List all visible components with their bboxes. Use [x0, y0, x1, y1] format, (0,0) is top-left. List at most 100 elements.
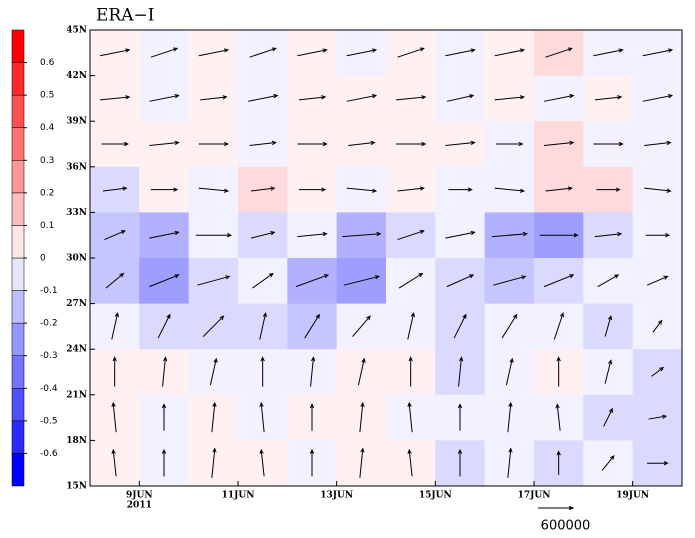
wind-vector: [149, 274, 180, 288]
wind-vector: [111, 312, 119, 340]
colorbar-swatch: [11, 453, 25, 487]
wind-vector: [453, 313, 467, 339]
chart-title: ERA−I: [96, 6, 154, 26]
colorbar-label: 0.2: [40, 188, 54, 198]
x-tick-label: 13JUN: [320, 491, 353, 501]
colorbar-label: 0.4: [40, 123, 55, 133]
wind-vector: [112, 356, 117, 387]
colorbar-swatch: [11, 62, 25, 96]
colorbar-label: 0: [40, 254, 46, 264]
wind-vector: [310, 356, 316, 387]
wind-vector: [604, 315, 613, 337]
wind-vector: [105, 272, 125, 289]
colorbar-label: -0.1: [40, 286, 58, 296]
wind-vector: [150, 47, 179, 58]
colorbar-swatch: [11, 127, 25, 161]
wind-vector: [651, 366, 665, 377]
wind-vector: [149, 140, 180, 146]
colorbar-label: 0.3: [40, 156, 54, 166]
colorbar-swatch: [11, 322, 25, 356]
wind-vector: [348, 140, 376, 146]
wind-vector: [295, 274, 330, 288]
wind-vector: [445, 230, 476, 239]
wind-vector: [346, 94, 378, 102]
y-tick-label: 21N: [66, 390, 87, 400]
wind-vector: [457, 448, 463, 477]
wind-vector: [446, 274, 475, 288]
wind-vector: [102, 186, 128, 192]
wind-vector: [195, 233, 233, 238]
colorbar-swatch: [11, 94, 25, 128]
wind-vector: [407, 312, 415, 340]
wind-vector: [157, 313, 171, 339]
wind-vector: [501, 313, 518, 339]
wind-vector: [260, 356, 265, 387]
colorbar-label: 0.5: [40, 91, 54, 101]
x-tick-label: 19JUN: [616, 491, 649, 501]
wind-vector: [594, 95, 623, 101]
shaded-field: [90, 30, 683, 487]
colorbar-swatch: [11, 225, 25, 259]
wind-vector: [209, 357, 218, 386]
wind-vector: [445, 140, 476, 146]
wind-vector: [446, 94, 475, 102]
wind-vector: [104, 230, 126, 241]
wind-vector: [149, 230, 180, 239]
wind-vector: [211, 447, 217, 478]
colorbar-swatch: [11, 160, 25, 194]
wind-vector: [494, 48, 526, 57]
colorbar-swatch: [11, 388, 25, 422]
wind-vector: [458, 356, 464, 387]
wind-vector: [642, 48, 674, 57]
wind-vector: [298, 95, 327, 101]
colorbar-swatch: [11, 290, 25, 324]
wind-vector: [309, 448, 315, 477]
wind-vector: [397, 186, 425, 192]
wind-vector: [593, 48, 624, 57]
wind-vector: [407, 448, 413, 477]
y-tick-label: 45N: [66, 26, 87, 36]
wind-vector: [398, 272, 424, 289]
reference-vector: [538, 506, 575, 510]
wind-vector: [149, 94, 180, 102]
wind-vector: [297, 48, 328, 57]
wind-vector: [247, 94, 279, 102]
colorbar-label: -0.3: [40, 351, 58, 361]
wind-vector: [539, 233, 579, 238]
wind-vector: [601, 454, 615, 471]
wind-vector: [397, 47, 425, 58]
y-tick-label: 33N: [66, 208, 87, 218]
wind-vector: [507, 447, 513, 478]
wind-vector: [297, 231, 328, 238]
x-tick-label: 11JUN: [222, 491, 255, 501]
wind-vector: [162, 356, 168, 387]
colorbar-swatch: [11, 192, 25, 226]
wind-vector: [646, 275, 669, 286]
wind-vector: [346, 187, 378, 193]
wind-vector: [593, 141, 624, 147]
wind-vector: [647, 461, 669, 466]
wind-vector: [545, 47, 573, 58]
y-tick-label: 24N: [66, 345, 87, 355]
wind-vector: [359, 447, 365, 478]
wind-vector: [111, 448, 117, 477]
wind-vector: [197, 275, 231, 286]
wind-vector: [249, 140, 277, 146]
wind-vector: [249, 47, 277, 58]
wind-vector: [642, 94, 674, 102]
wind-vector: [259, 401, 265, 433]
wind-vector: [343, 275, 380, 286]
wind-vector: [644, 187, 672, 193]
wind-vector: [101, 141, 129, 147]
wind-vector: [259, 312, 267, 340]
wind-vector: [556, 356, 561, 387]
wind-vector: [198, 141, 230, 147]
y-tick-label: 36N: [66, 162, 87, 172]
wind-vector: [200, 95, 228, 101]
y-tick-label: 15N: [66, 482, 87, 492]
y-tick-label: 18N: [66, 436, 87, 446]
wind-vector: [597, 274, 620, 288]
wind-vector: [111, 401, 117, 433]
y-tick-label: 42N: [66, 71, 87, 81]
